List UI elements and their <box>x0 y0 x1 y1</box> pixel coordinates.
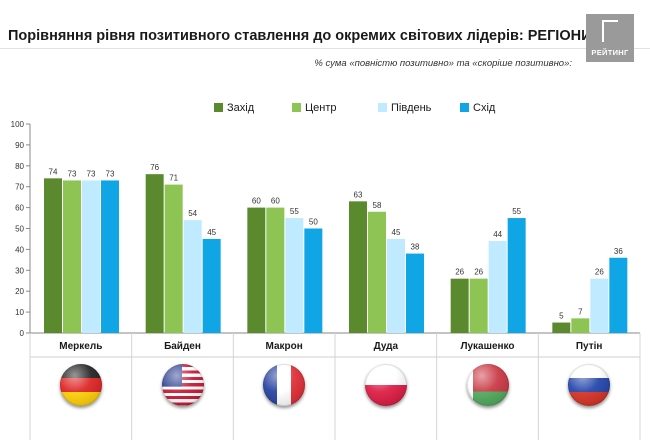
data-label: 76 <box>150 163 159 172</box>
y-tick-label: 90 <box>15 141 24 150</box>
data-label: 7 <box>578 307 583 316</box>
data-label: 26 <box>474 268 483 277</box>
data-label: 36 <box>614 247 623 256</box>
legend-label: Захід <box>227 102 255 114</box>
bar-2-2 <box>165 185 183 333</box>
data-label: 60 <box>271 197 280 206</box>
bar-2-4 <box>368 212 386 333</box>
bar-2-5 <box>470 279 488 333</box>
y-tick-label: 0 <box>20 329 25 338</box>
data-label: 45 <box>207 228 216 237</box>
bar-1-5 <box>451 279 469 333</box>
y-tick-label: 100 <box>11 120 25 129</box>
legend-swatch <box>460 103 469 112</box>
bar-4-3 <box>304 229 322 334</box>
data-label: 26 <box>455 268 464 277</box>
y-tick-label: 50 <box>15 225 24 234</box>
bar-1-6 <box>552 323 570 333</box>
y-tick-label: 80 <box>15 162 24 171</box>
data-label: 71 <box>169 174 178 183</box>
x-category-label: Макрон <box>266 341 303 352</box>
legend-label: Схід <box>473 102 496 114</box>
data-label: 60 <box>252 197 261 206</box>
data-label: 44 <box>493 230 502 239</box>
bar-1-3 <box>247 208 265 333</box>
bar-3-6 <box>590 279 608 333</box>
data-label: 73 <box>87 169 96 178</box>
bar-4-4 <box>406 254 424 333</box>
data-label: 45 <box>392 228 401 237</box>
bar-4-5 <box>508 218 526 333</box>
bar-2-3 <box>266 208 284 333</box>
y-tick-label: 70 <box>15 183 24 192</box>
data-label: 54 <box>188 209 197 218</box>
usa-flag-icon <box>162 364 204 406</box>
x-category-label: Дуда <box>374 341 399 352</box>
bar-2-1 <box>63 180 81 333</box>
bar-4-6 <box>609 258 627 333</box>
x-category-label: Байден <box>164 341 201 352</box>
data-label: 73 <box>106 169 115 178</box>
legend-label: Південь <box>391 102 432 114</box>
belarus-flag-icon <box>467 364 509 406</box>
russia-flag-icon <box>568 364 610 406</box>
bar-3-4 <box>387 239 405 333</box>
legend-label: Центр <box>305 102 337 114</box>
germany-flag-icon <box>60 364 102 406</box>
y-tick-label: 30 <box>15 266 24 275</box>
data-label: 55 <box>512 207 521 216</box>
y-tick-label: 60 <box>15 204 24 213</box>
data-label: 73 <box>68 169 77 178</box>
bar-2-6 <box>571 318 589 333</box>
data-label: 50 <box>309 218 318 227</box>
data-label: 74 <box>49 167 58 176</box>
bar-4-2 <box>203 239 221 333</box>
bar-3-2 <box>184 220 202 333</box>
x-category-label: Путін <box>576 341 603 352</box>
bar-4-1 <box>101 180 119 333</box>
legend-swatch <box>378 103 387 112</box>
legend-swatch <box>214 103 223 112</box>
bar-1-1 <box>44 178 62 333</box>
poland-flag-icon <box>365 364 407 406</box>
y-tick-label: 20 <box>15 287 24 296</box>
x-category-label: Меркель <box>59 341 102 352</box>
data-label: 63 <box>354 190 363 199</box>
bar-3-3 <box>285 218 303 333</box>
data-label: 26 <box>595 268 604 277</box>
x-category-label: Лукашенко <box>460 341 514 352</box>
y-tick-label: 40 <box>15 245 24 254</box>
bar-1-2 <box>146 174 164 333</box>
data-label: 55 <box>290 207 299 216</box>
data-label: 58 <box>373 201 382 210</box>
data-label: 38 <box>411 243 420 252</box>
legend-swatch <box>292 103 301 112</box>
france-flag-icon <box>263 364 305 406</box>
bar-1-4 <box>349 201 367 333</box>
data-label: 5 <box>559 312 564 321</box>
y-tick-label: 10 <box>15 308 24 317</box>
bar-3-5 <box>489 241 507 333</box>
bar-3-1 <box>82 180 100 333</box>
